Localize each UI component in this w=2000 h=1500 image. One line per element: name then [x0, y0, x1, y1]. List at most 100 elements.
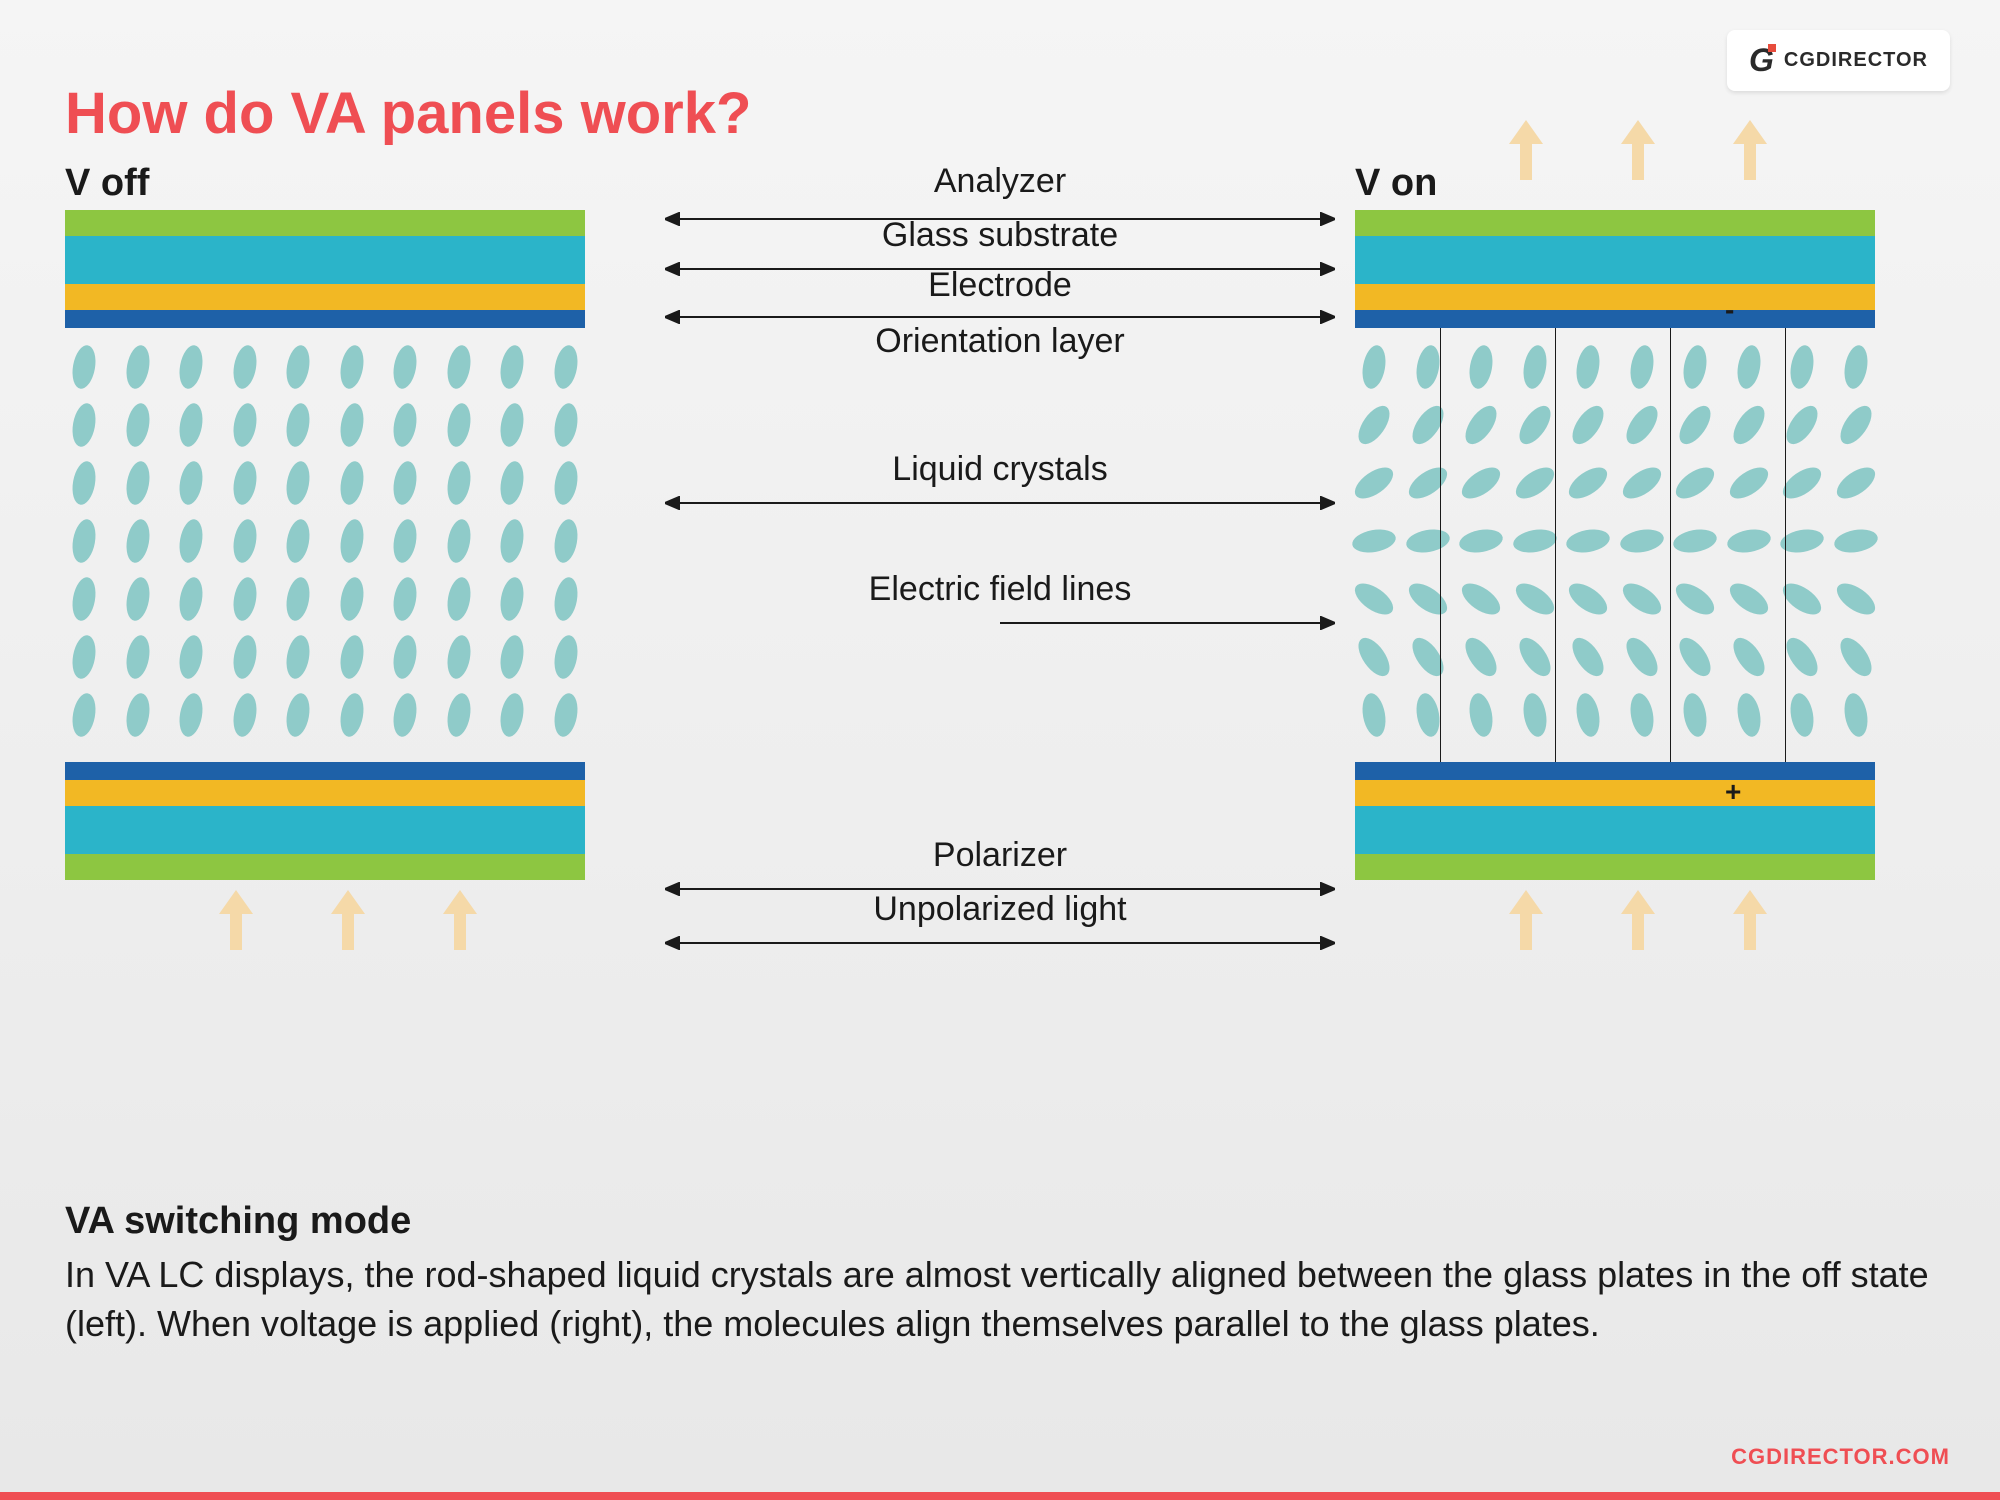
right-crystal-region: [1355, 345, 1875, 751]
arrow-field-lines: [1000, 616, 1335, 630]
liquid-crystal: [551, 691, 580, 738]
liquid-crystal: [176, 459, 205, 506]
liquid-crystal: [1459, 633, 1502, 682]
liquid-crystal: [498, 575, 527, 622]
liquid-crystal: [1725, 526, 1772, 555]
liquid-crystal: [1510, 577, 1559, 620]
liquid-crystal: [1413, 691, 1442, 738]
liquid-crystal: [230, 691, 259, 738]
liquid-crystal: [1724, 461, 1773, 504]
liquid-crystal: [551, 633, 580, 680]
liquid-crystal: [69, 633, 98, 680]
left-top-layer-stack: [65, 210, 585, 328]
liquid-crystal: [176, 575, 205, 622]
left-crystal-region: [65, 345, 585, 751]
liquid-crystal: [391, 575, 420, 622]
liquid-crystal: [1788, 343, 1817, 390]
logo-text: CGDIRECTOR: [1784, 49, 1928, 72]
liquid-crystal: [1466, 691, 1495, 738]
liquid-crystal: [444, 401, 473, 448]
liquid-crystal: [1359, 343, 1388, 390]
liquid-crystal: [391, 633, 420, 680]
electric-field-line: [1670, 328, 1671, 762]
liquid-crystal: [230, 401, 259, 448]
light-arrow-icon: [1505, 890, 1547, 950]
liquid-crystal: [69, 343, 98, 390]
liquid-crystal: [1457, 461, 1506, 504]
liquid-crystal: [1403, 461, 1452, 504]
liquid-crystal: [1781, 401, 1824, 450]
liquid-crystal: [444, 633, 473, 680]
liquid-crystal: [176, 401, 205, 448]
liquid-crystal: [498, 517, 527, 564]
layer-analyzer: [1355, 210, 1875, 236]
liquid-crystal: [444, 575, 473, 622]
liquid-crystal: [1350, 526, 1397, 555]
liquid-crystal: [1734, 343, 1763, 390]
light-input-arrows-right: [1505, 890, 1771, 950]
liquid-crystal: [1834, 633, 1877, 682]
liquid-crystal: [1671, 577, 1720, 620]
layer-polarizer: [65, 854, 585, 880]
liquid-crystal: [123, 401, 152, 448]
liquid-crystal: [176, 517, 205, 564]
liquid-crystal: [1627, 343, 1656, 390]
light-arrow-icon: [1617, 890, 1659, 950]
page-title: How do VA panels work?: [65, 80, 751, 147]
light-arrow-icon: [1729, 890, 1771, 950]
liquid-crystal: [1574, 343, 1603, 390]
liquid-crystal: [444, 517, 473, 564]
liquid-crystal: [1681, 691, 1710, 738]
liquid-crystal: [1620, 633, 1663, 682]
arrow-crystals: [665, 496, 1335, 510]
light-arrow-icon: [1729, 120, 1771, 180]
layer-electrode: [1355, 284, 1875, 310]
layer-orientation-layer: [1355, 310, 1875, 328]
liquid-crystal: [1359, 691, 1388, 738]
label-orientation-layer: Orientation layer: [665, 322, 1335, 361]
liquid-crystal: [498, 633, 527, 680]
liquid-crystal: [69, 575, 98, 622]
label-v-off: V off: [65, 162, 149, 205]
liquid-crystal: [1406, 633, 1449, 682]
layer-electrode: [1355, 780, 1875, 806]
liquid-crystal: [69, 517, 98, 564]
liquid-crystal: [69, 459, 98, 506]
liquid-crystal: [551, 575, 580, 622]
liquid-crystal: [551, 517, 580, 564]
description: In VA LC displays, the rod-shaped liquid…: [65, 1251, 1935, 1348]
liquid-crystal: [1350, 461, 1399, 504]
body-text: VA switching mode In VA LC displays, the…: [65, 1200, 1935, 1348]
liquid-crystal: [284, 343, 313, 390]
label-liquid-crystals: Liquid crystals: [665, 450, 1335, 489]
liquid-crystal: [284, 633, 313, 680]
liquid-crystal: [391, 401, 420, 448]
light-arrow-icon: [439, 890, 481, 950]
light-input-arrows-left: [215, 890, 481, 950]
liquid-crystal: [1734, 691, 1763, 738]
liquid-crystal: [1671, 461, 1720, 504]
liquid-crystal: [1841, 343, 1870, 390]
liquid-crystal: [123, 517, 152, 564]
light-arrow-icon: [1617, 120, 1659, 180]
liquid-crystal: [391, 517, 420, 564]
liquid-crystal: [230, 633, 259, 680]
liquid-crystal: [498, 691, 527, 738]
liquid-crystal: [284, 691, 313, 738]
label-polarizer: Polarizer: [665, 836, 1335, 875]
liquid-crystal: [1672, 526, 1719, 555]
liquid-crystal: [498, 343, 527, 390]
liquid-crystal: [444, 343, 473, 390]
liquid-crystal: [1788, 691, 1817, 738]
liquid-crystal: [1674, 633, 1717, 682]
liquid-crystal: [1511, 526, 1558, 555]
liquid-crystal: [551, 343, 580, 390]
light-arrow-icon: [1505, 120, 1547, 180]
liquid-crystal: [1681, 343, 1710, 390]
liquid-crystal: [123, 575, 152, 622]
liquid-crystal: [284, 517, 313, 564]
liquid-crystal: [337, 459, 366, 506]
liquid-crystal: [1620, 401, 1663, 450]
layer-glass-substrate: [65, 806, 585, 854]
label-electric-field-lines: Electric field lines: [665, 570, 1335, 609]
